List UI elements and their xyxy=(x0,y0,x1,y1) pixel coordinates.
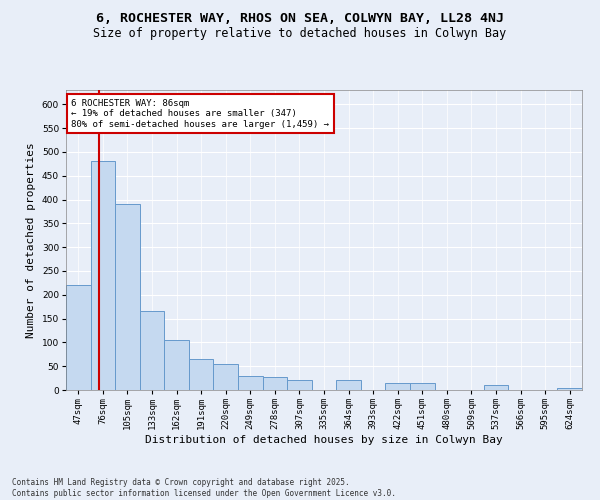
Bar xyxy=(238,376,263,390)
Bar xyxy=(263,376,287,390)
Bar xyxy=(287,380,312,390)
Bar xyxy=(410,383,434,390)
Bar xyxy=(189,359,214,390)
Y-axis label: Number of detached properties: Number of detached properties xyxy=(26,142,36,338)
Bar xyxy=(140,312,164,390)
Bar xyxy=(164,340,189,390)
Text: 6, ROCHESTER WAY, RHOS ON SEA, COLWYN BAY, LL28 4NJ: 6, ROCHESTER WAY, RHOS ON SEA, COLWYN BA… xyxy=(96,12,504,26)
Bar xyxy=(385,383,410,390)
Text: Contains HM Land Registry data © Crown copyright and database right 2025.
Contai: Contains HM Land Registry data © Crown c… xyxy=(12,478,396,498)
Text: 6 ROCHESTER WAY: 86sqm
← 19% of detached houses are smaller (347)
80% of semi-de: 6 ROCHESTER WAY: 86sqm ← 19% of detached… xyxy=(71,99,329,129)
Bar xyxy=(336,380,361,390)
Text: Size of property relative to detached houses in Colwyn Bay: Size of property relative to detached ho… xyxy=(94,28,506,40)
Bar xyxy=(66,285,91,390)
Bar xyxy=(214,364,238,390)
Bar xyxy=(91,162,115,390)
Bar xyxy=(115,204,140,390)
X-axis label: Distribution of detached houses by size in Colwyn Bay: Distribution of detached houses by size … xyxy=(145,434,503,445)
Bar xyxy=(557,388,582,390)
Bar xyxy=(484,385,508,390)
